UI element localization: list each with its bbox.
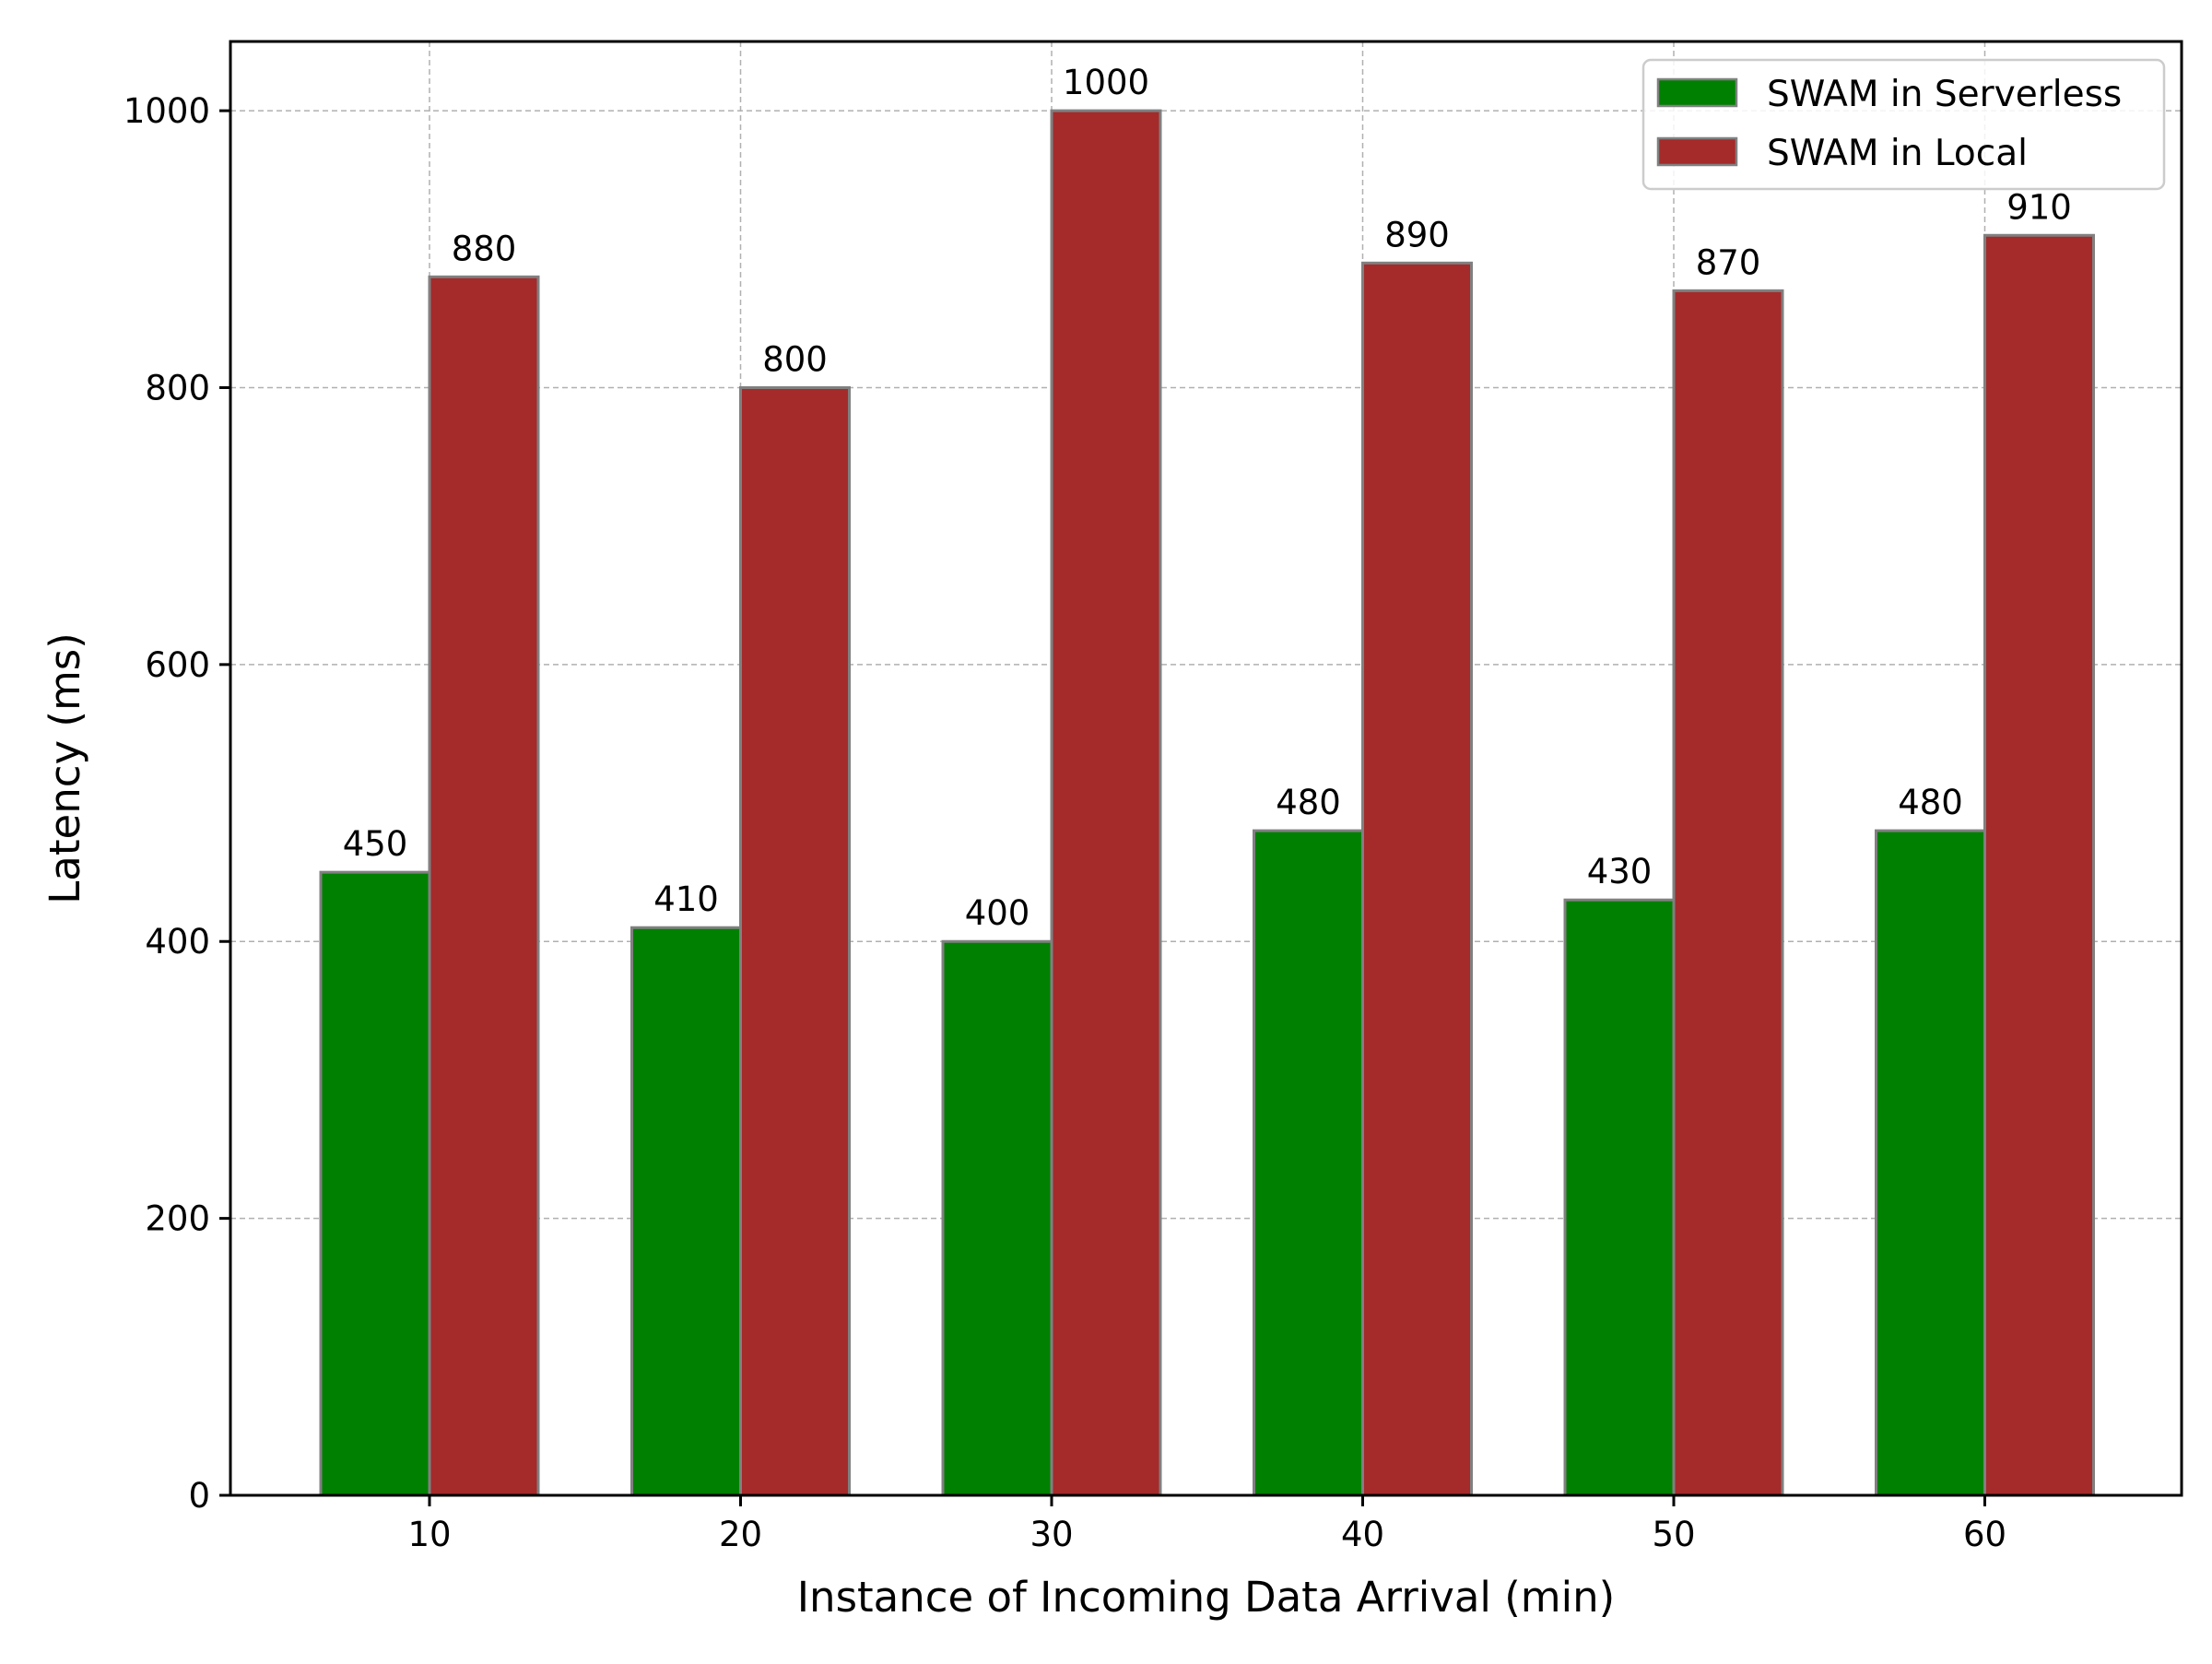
bar-value-label: 400 [965,893,1030,933]
y-tick-label: 0 [188,1476,210,1516]
bar-serverless [1875,829,1986,1497]
bar-value-label: 430 [1587,852,1653,891]
bar-serverless [1253,829,1364,1497]
bar-value-label: 870 [1696,242,1761,282]
bar-value-label: 450 [343,824,408,864]
legend: SWAM in Serverless SWAM in Local [1641,58,2166,191]
bar-value-label: 880 [452,229,517,268]
bar-value-label: 410 [653,879,719,919]
bar-local [428,275,540,1497]
bar-value-label: 910 [2006,187,2072,227]
value-labels: 450 410 400 480 430 480 880 800 1000 890 870 910 [343,63,2072,933]
x-tick-label: 40 [1341,1515,1384,1554]
y-tick-label: 800 [145,368,210,407]
x-tick-label: 60 [1963,1515,2006,1554]
x-tick-label: 50 [1652,1515,1695,1554]
bar-value-label: 890 [1384,215,1450,254]
bar-value-label: 1000 [1063,63,1149,102]
bar-serverless [319,870,431,1497]
bar-value-label: 800 [762,339,828,379]
y-tick-label: 600 [145,645,210,685]
bar-value-label: 480 [1898,783,1963,822]
legend-label: SWAM in Serverless [1767,74,2122,115]
bar-local [1672,289,1784,1497]
x-axis-ticks: 10 20 30 40 50 60 [407,1495,2006,1554]
x-axis-title: Instance of Incoming Data Arrival (min) [797,1573,1615,1622]
bar-serverless [630,926,742,1497]
legend-swatch [1656,77,1738,108]
bar-local [1050,109,1162,1497]
bar-local [1983,233,2095,1497]
y-axis-title: Latency (ms) [41,632,89,904]
x-tick-label: 10 [407,1515,451,1554]
y-tick-label: 1000 [124,91,210,131]
bars [319,109,2095,1497]
x-tick-label: 30 [1030,1515,1073,1554]
x-tick-label: 20 [719,1515,762,1554]
bar-local [1361,261,1473,1497]
bar-serverless [1563,898,1676,1497]
bar-local [739,385,851,1497]
plot-frame [229,40,2183,1497]
bar-value-label: 480 [1276,783,1341,822]
legend-swatch [1656,136,1738,167]
y-axis-ticks: 0 200 400 600 800 1000 [124,91,230,1516]
legend-frame [1641,58,2166,191]
bar-serverless [941,939,1053,1497]
legend-label: SWAM in Local [1767,133,2028,174]
y-tick-label: 400 [145,922,210,962]
y-tick-label: 200 [145,1199,210,1239]
